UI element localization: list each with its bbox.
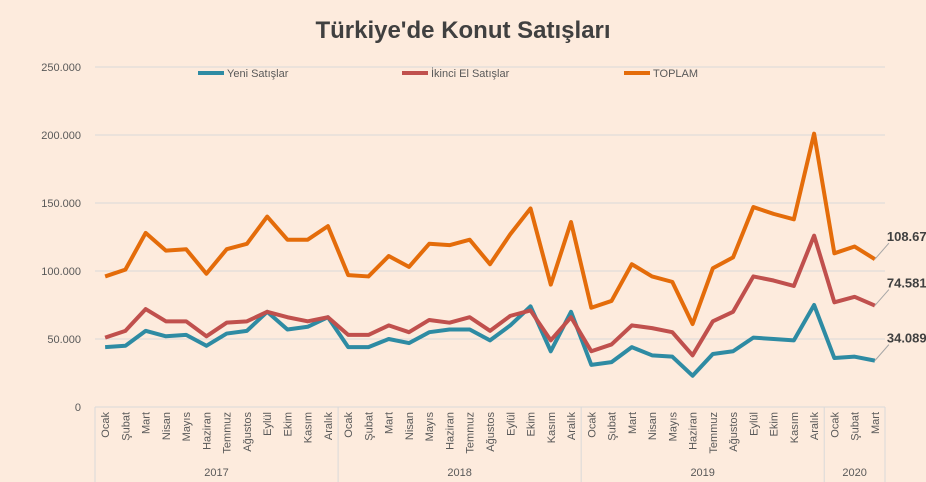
x-tick-label: Ocak bbox=[586, 412, 598, 438]
x-tick-label: Ocak bbox=[829, 412, 841, 438]
x-tick-label: Kasım bbox=[546, 412, 558, 443]
x-tick-label: Haziran bbox=[201, 412, 213, 450]
x-tick-label: Eylül bbox=[748, 412, 760, 436]
data-label-leader bbox=[874, 344, 890, 361]
x-tick-label: Mart bbox=[141, 412, 153, 434]
x-tick-label: Nisan bbox=[404, 412, 416, 440]
y-tick-label: 100.000 bbox=[41, 266, 81, 278]
x-tick-label: Şubat bbox=[850, 412, 862, 441]
x-tick-label: Ekim bbox=[526, 412, 538, 436]
year-label: 2018 bbox=[447, 467, 471, 479]
x-tick-label: Temmuz bbox=[465, 412, 477, 454]
x-tick-label: Nisan bbox=[647, 412, 659, 440]
x-tick-label: Şubat bbox=[363, 412, 375, 441]
x-tick-label: Ocak bbox=[100, 412, 112, 438]
legend-label: İkinci El Satışlar bbox=[431, 67, 510, 80]
x-tick-label: Kasım bbox=[303, 412, 315, 443]
y-tick-label: 200.000 bbox=[41, 130, 81, 142]
legend-label: TOPLAM bbox=[653, 68, 698, 80]
x-tick-label: Mart bbox=[384, 412, 396, 434]
x-tick-label: Kasım bbox=[789, 412, 801, 443]
data-label-leader bbox=[874, 242, 890, 260]
x-tick-label: Şubat bbox=[120, 412, 132, 441]
x-tick-label: Ağustos bbox=[485, 412, 497, 452]
x-tick-label: Mart bbox=[627, 412, 639, 434]
year-label: 2019 bbox=[690, 467, 714, 479]
y-tick-label: 150.000 bbox=[41, 198, 81, 210]
data-label: 74.581 bbox=[887, 276, 926, 291]
x-tick-label: Mayıs bbox=[667, 412, 679, 442]
x-tick-label: Eylül bbox=[262, 412, 274, 436]
y-tick-label: 0 bbox=[75, 402, 81, 414]
legend-label: Yeni Satışlar bbox=[227, 68, 289, 80]
data-label-leader bbox=[874, 289, 890, 306]
x-tick-label: Şubat bbox=[607, 412, 619, 441]
x-tick-label: Temmuz bbox=[708, 412, 720, 454]
x-tick-label: Ağustos bbox=[728, 412, 740, 452]
x-tick-label: Eylül bbox=[505, 412, 517, 436]
x-tick-label: Nisan bbox=[161, 412, 173, 440]
data-label: 34.089 bbox=[887, 331, 926, 346]
x-tick-label: Mart bbox=[870, 412, 882, 434]
year-label: 2020 bbox=[842, 467, 866, 479]
x-tick-label: Ocak bbox=[343, 412, 355, 438]
x-tick-label: Aralık bbox=[323, 412, 335, 441]
x-tick-label: Aralık bbox=[566, 412, 578, 441]
data-label: 108.670 bbox=[887, 229, 926, 244]
chart-title: Türkiye'de Konut Satışları bbox=[315, 17, 610, 44]
y-tick-label: 50.000 bbox=[47, 334, 81, 346]
x-tick-label: Ekim bbox=[282, 412, 294, 436]
x-tick-label: Ağustos bbox=[242, 412, 254, 452]
series-line bbox=[104, 131, 876, 327]
x-tick-label: Mayıs bbox=[424, 412, 436, 442]
year-label: 2017 bbox=[204, 467, 228, 479]
x-tick-label: Haziran bbox=[444, 412, 456, 450]
x-tick-label: Ekim bbox=[769, 412, 781, 436]
y-tick-label: 250.000 bbox=[41, 62, 81, 74]
x-tick-label: Mayıs bbox=[181, 412, 193, 442]
x-tick-label: Temmuz bbox=[222, 412, 234, 454]
x-tick-label: Aralık bbox=[809, 412, 821, 441]
x-tick-label: Haziran bbox=[688, 412, 700, 450]
